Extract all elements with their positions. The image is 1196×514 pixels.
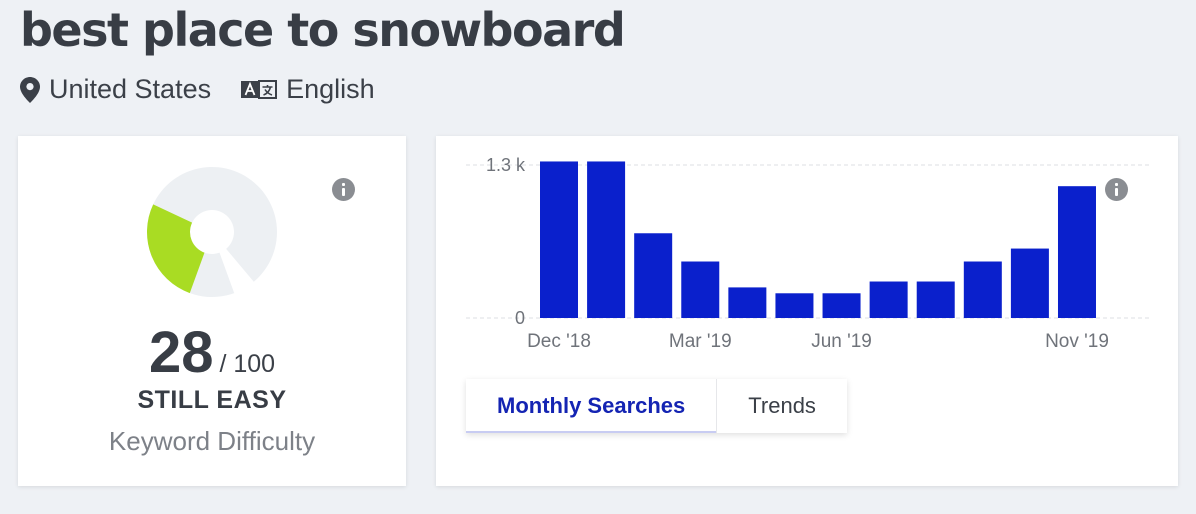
bar[interactable] xyxy=(822,293,861,318)
tab-trends[interactable]: Trends xyxy=(716,379,847,433)
bar[interactable] xyxy=(869,281,908,318)
bar[interactable] xyxy=(775,293,814,318)
info-icon[interactable] xyxy=(1105,178,1128,201)
location-pin-icon xyxy=(20,76,40,103)
language-label: English xyxy=(286,74,375,104)
location-label: United States xyxy=(49,74,212,104)
tab-monthly-searches[interactable]: Monthly Searches xyxy=(466,379,717,433)
bar[interactable] xyxy=(540,161,578,318)
language-selector[interactable]: English xyxy=(241,74,375,105)
page-title: best place to snowboard xyxy=(20,3,626,57)
x-tick-label: Dec '18 xyxy=(527,331,591,352)
x-tick-label: Mar '19 xyxy=(669,331,732,352)
difficulty-score-max: / 100 xyxy=(219,350,276,378)
difficulty-score: 28/ 100 xyxy=(18,319,406,386)
monthly-searches-chart: 0 1.3 k Dec '18 Mar '19 Jun '19 Nov '19 xyxy=(466,155,1150,352)
difficulty-label: Keyword Difficulty xyxy=(108,426,316,456)
y-tick-label: 0 xyxy=(515,308,525,328)
info-icon[interactable] xyxy=(332,178,355,201)
bar[interactable] xyxy=(963,261,1002,318)
location-selector[interactable]: United States xyxy=(20,74,211,105)
y-tick-label: 1.3 k xyxy=(486,155,526,175)
gauge-fill xyxy=(147,204,205,294)
x-tick-label: Nov '19 xyxy=(1045,331,1109,352)
bar[interactable] xyxy=(728,287,767,318)
bar[interactable] xyxy=(1010,248,1049,318)
difficulty-gauge xyxy=(147,167,277,297)
bar[interactable] xyxy=(1057,186,1096,318)
bar[interactable] xyxy=(634,233,673,318)
keyword-difficulty-card: 28/ 100 STILL EASY Keyword Difficulty xyxy=(18,136,406,486)
search-volume-card: 0 1.3 k Dec '18 Mar '19 Jun '19 Nov '19 Month… xyxy=(436,136,1178,486)
bar[interactable] xyxy=(681,261,720,318)
x-tick-label: Jun '19 xyxy=(811,331,872,352)
keyword-meta: United States English xyxy=(20,74,405,105)
bar[interactable] xyxy=(587,161,626,318)
difficulty-score-value: 28 xyxy=(148,320,214,385)
bar[interactable] xyxy=(916,281,955,318)
chart-tabs: Monthly Searches Trends xyxy=(466,379,847,433)
translate-icon xyxy=(241,79,278,99)
difficulty-rating: STILL EASY xyxy=(137,386,287,414)
